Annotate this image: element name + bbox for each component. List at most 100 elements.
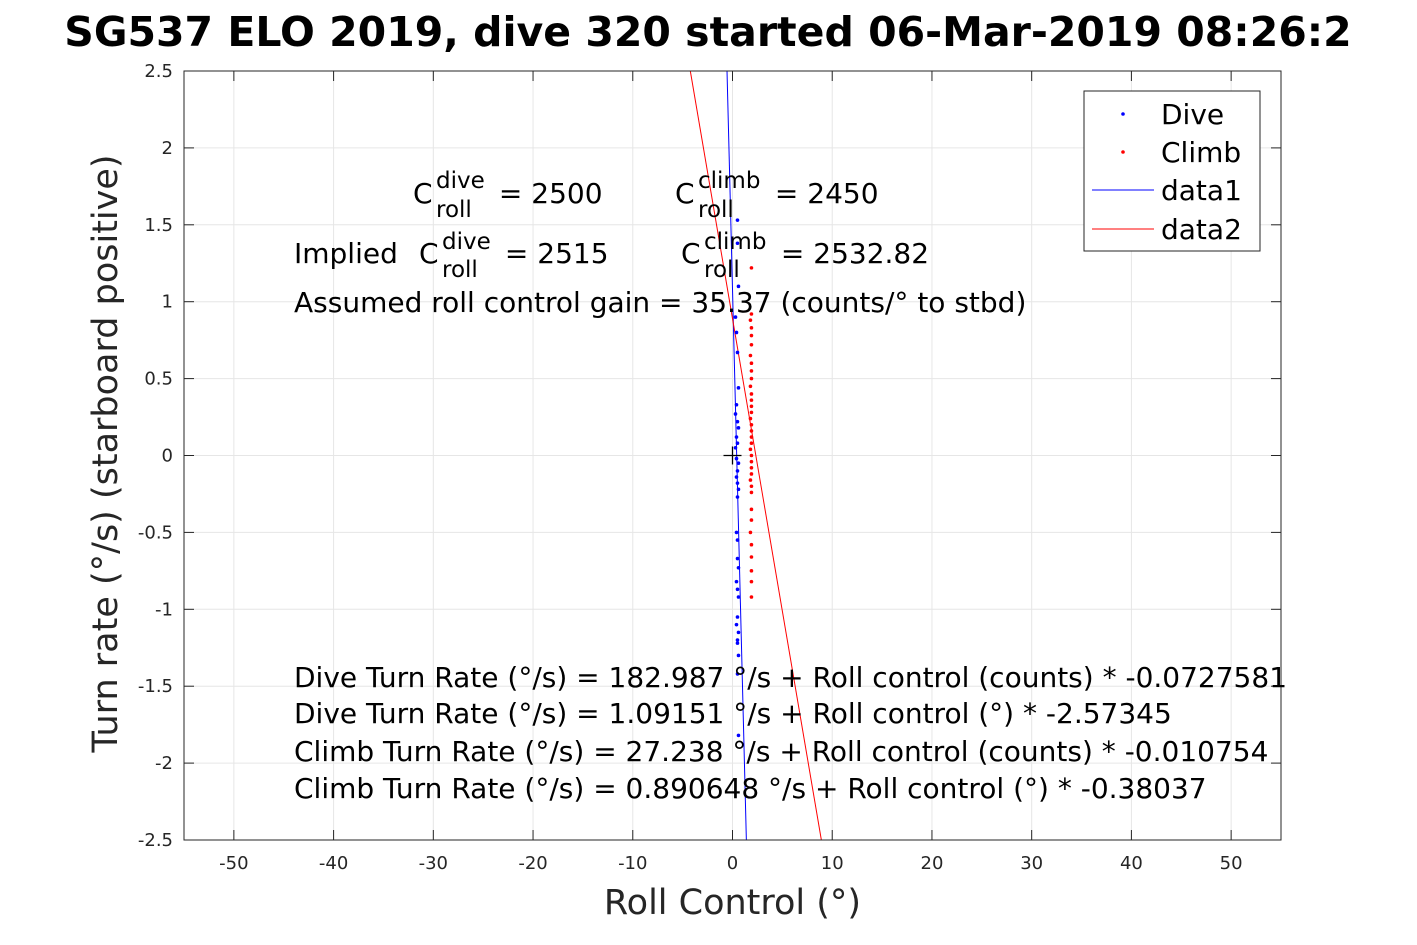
x-tick-label: 0 xyxy=(727,853,738,874)
legend-marker-dive xyxy=(1121,112,1125,116)
point-dive xyxy=(736,733,741,738)
data-points xyxy=(733,218,754,738)
legend-item-climb: Climb xyxy=(1121,136,1241,169)
legend-item-dive: Dive xyxy=(1121,98,1224,131)
c-climb-sup: climb xyxy=(698,168,760,194)
point-climb xyxy=(749,266,754,270)
point-climb xyxy=(749,569,754,573)
point-climb xyxy=(749,410,754,415)
implied-climb-sup: climb xyxy=(704,229,766,255)
legend-label-climb: Climb xyxy=(1161,136,1241,169)
point-dive xyxy=(736,487,741,492)
point-climb xyxy=(749,392,754,396)
y-tick-label: 0.5 xyxy=(144,369,173,390)
point-dive xyxy=(735,587,740,592)
legend-label-dive: Dive xyxy=(1161,98,1224,131)
y-tick-label: -1.5 xyxy=(138,676,173,697)
point-climb xyxy=(749,404,754,409)
implied-climb-sub: roll xyxy=(704,257,740,283)
point-climb xyxy=(749,518,754,522)
annotation-fit-4: Climb Turn Rate (°/s) = 0.890648 °/s + R… xyxy=(294,772,1207,805)
legend-box xyxy=(1083,90,1261,252)
axis-ticks: -50 -40 -30 -20 -10 0 10 20 30 40 50 2.5 2 1.5 1 0.5 0 -0… xyxy=(138,61,1281,874)
point-dive xyxy=(735,638,740,642)
point-dive xyxy=(735,350,740,355)
point-dive xyxy=(733,446,738,450)
point-climb xyxy=(748,478,753,482)
point-climb xyxy=(748,353,753,358)
point-climb xyxy=(749,398,754,402)
c-climb-value: = 2450 xyxy=(766,177,879,210)
chart-title: SG537 ELO 2019, dive 320 started 06-Mar-… xyxy=(0,2,1417,62)
point-dive xyxy=(734,530,739,535)
y-tick-label: -2 xyxy=(155,753,173,774)
x-tick-label: 30 xyxy=(1020,853,1043,874)
x-tick-label: 20 xyxy=(921,853,944,874)
annotation-implied-c-climb: C climb roll = 2532.82 xyxy=(681,229,929,283)
point-dive xyxy=(735,672,740,676)
point-climb xyxy=(749,441,754,445)
point-climb xyxy=(749,422,754,427)
point-climb xyxy=(749,429,754,433)
y-axis-label: Turn rate (°/s) (starboard positive) xyxy=(86,154,126,753)
annotation-c-dive: C dive roll = 2500 xyxy=(413,168,603,223)
point-dive xyxy=(735,218,740,222)
point-climb xyxy=(749,595,754,599)
point-dive xyxy=(736,653,741,658)
point-climb xyxy=(749,453,754,458)
annotation-fit-2: Dive Turn Rate (°/s) = 1.09151 °/s + Rol… xyxy=(294,697,1172,730)
chart-title-text: SG537 ELO 2019, dive 320 started 06-Mar-… xyxy=(64,8,1352,56)
point-climb xyxy=(749,435,754,439)
c-dive-sub: roll xyxy=(436,197,472,223)
annotation-implied-c-dive: Implied C dive roll = 2515 xyxy=(294,229,609,283)
c-dive-base: C xyxy=(413,177,433,210)
point-dive xyxy=(736,595,741,599)
implied-dive-sup: dive xyxy=(442,229,491,255)
point-dive xyxy=(736,565,741,570)
point-climb xyxy=(749,333,754,338)
legend-marker-climb xyxy=(1121,150,1125,154)
legend-label-data1: data1 xyxy=(1161,174,1242,207)
x-axis-label: Roll Control (°) xyxy=(604,883,861,923)
point-climb xyxy=(748,416,753,421)
point-dive xyxy=(733,412,738,416)
point-dive xyxy=(734,622,739,627)
legend-label-data2: data2 xyxy=(1161,213,1242,246)
annotation-fit-1: Dive Turn Rate (°/s) = 182.987 °/s + Rol… xyxy=(294,661,1287,694)
point-climb xyxy=(749,342,754,347)
x-tick-label: 10 xyxy=(821,853,844,874)
point-climb xyxy=(748,384,753,389)
legend: Dive Climb data1 data2 xyxy=(1083,90,1261,252)
point-climb xyxy=(749,376,754,381)
y-tick-label: -2.5 xyxy=(138,830,173,851)
fit-line-data2 xyxy=(689,71,822,840)
y-tick-label: 2 xyxy=(162,138,173,159)
point-dive xyxy=(734,435,739,439)
point-dive xyxy=(735,441,740,445)
x-tick-label: -10 xyxy=(618,853,647,874)
implied-climb-value: = 2532.82 xyxy=(772,237,929,270)
point-dive xyxy=(734,402,739,407)
point-climb xyxy=(749,484,754,489)
point-dive xyxy=(734,330,739,335)
point-climb xyxy=(749,542,754,547)
y-tick-label: 1 xyxy=(162,292,173,313)
implied-dive-value: = 2515 xyxy=(496,237,609,270)
annotation-c-climb: C climb roll = 2450 xyxy=(675,168,879,223)
legend-item-data1: data1 xyxy=(1092,174,1242,207)
point-dive xyxy=(735,538,740,542)
point-climb xyxy=(749,507,754,512)
y-tick-label: -0.5 xyxy=(138,522,173,543)
c-dive-sup: dive xyxy=(436,168,485,194)
point-climb xyxy=(749,369,754,373)
x-tick-label: 50 xyxy=(1220,853,1243,874)
legend-item-data2: data2 xyxy=(1092,213,1242,246)
point-climb xyxy=(749,459,754,464)
point-dive xyxy=(733,315,738,319)
implied-dive-base: C xyxy=(419,237,439,270)
implied-dive-sub: roll xyxy=(442,257,478,283)
point-climb xyxy=(749,326,754,330)
y-tick-label: 2.5 xyxy=(144,61,173,82)
annotations: Assumed roll control gain = 35.37 (count… xyxy=(294,168,1287,805)
point-dive xyxy=(736,461,741,465)
